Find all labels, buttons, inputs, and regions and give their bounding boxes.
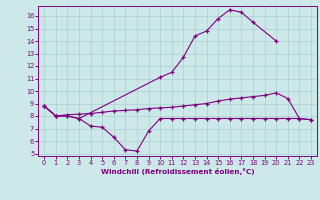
X-axis label: Windchill (Refroidissement éolien,°C): Windchill (Refroidissement éolien,°C) [101,168,254,175]
